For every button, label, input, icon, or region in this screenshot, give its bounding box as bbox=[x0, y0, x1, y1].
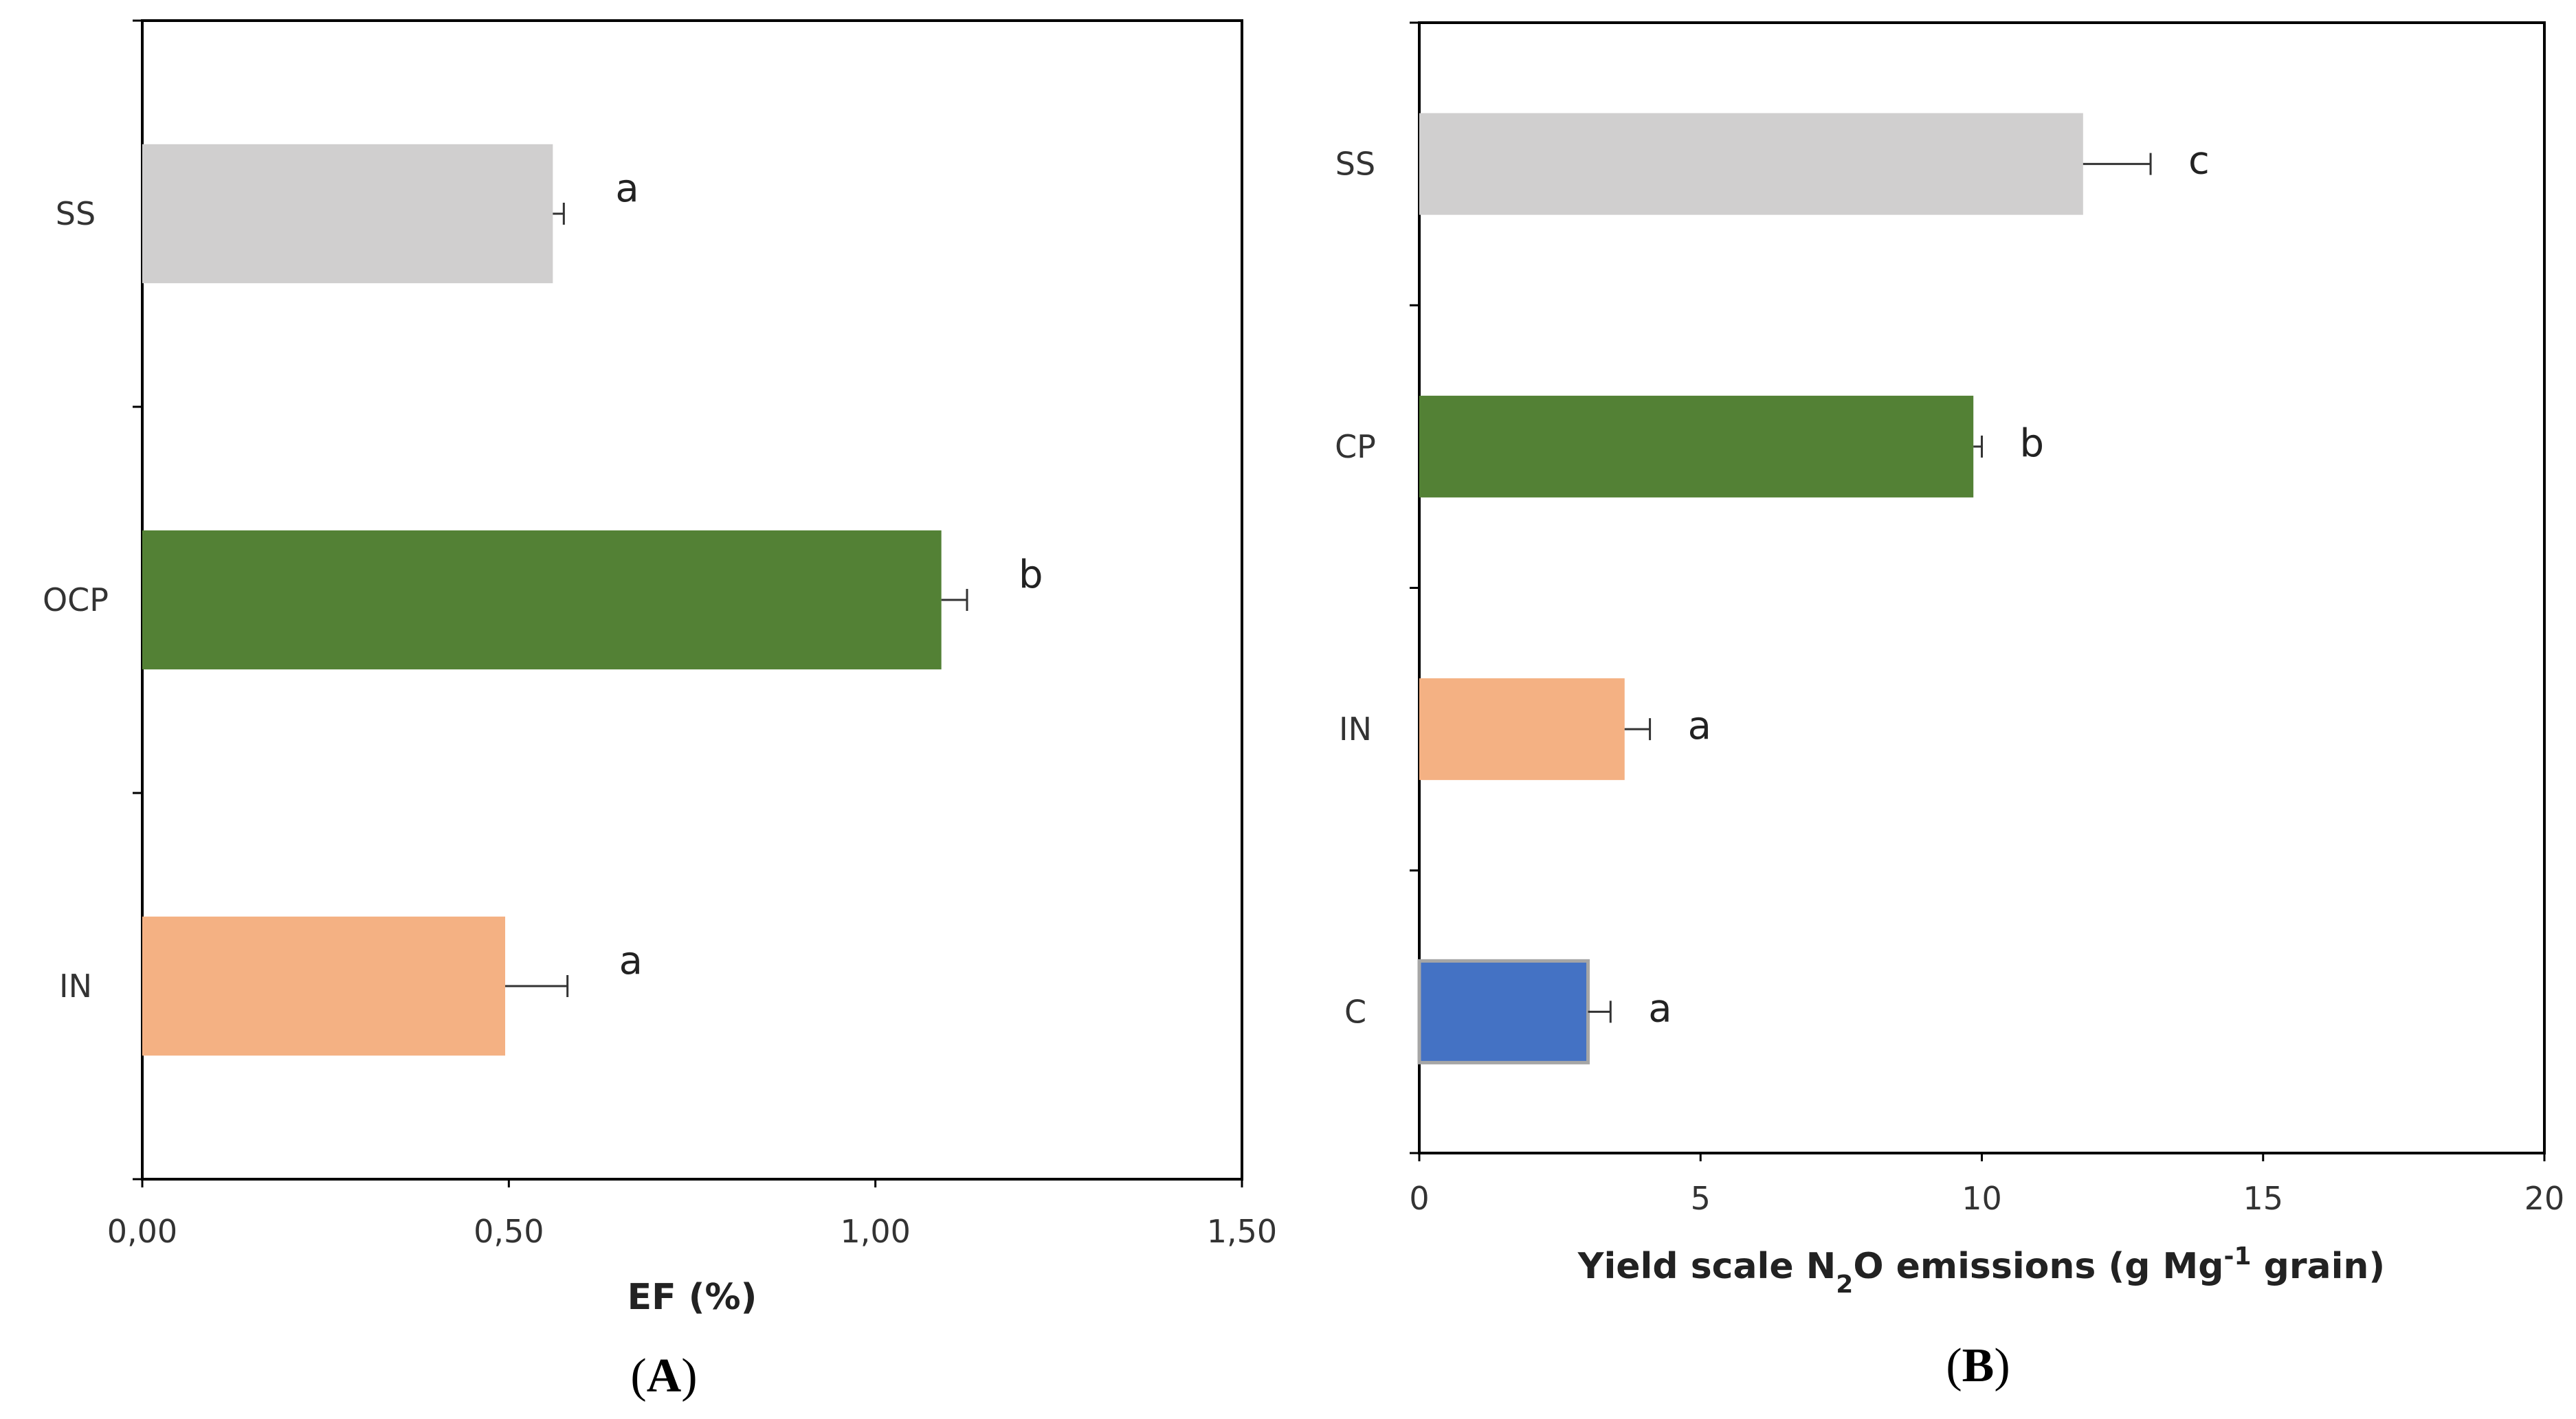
significance-letter-cp: b bbox=[2020, 421, 2045, 466]
x-tick-label: 1,00 bbox=[840, 1213, 910, 1250]
x-tick-label: 5 bbox=[1691, 1180, 1711, 1217]
bar-c bbox=[1417, 959, 1590, 1064]
x-tick-label: 1,50 bbox=[1207, 1213, 1277, 1250]
significance-letter-in: a bbox=[619, 939, 643, 983]
bar-in bbox=[1419, 678, 1625, 781]
panel-b-x-axis: 0 5 10 15 20 bbox=[1409, 1153, 2564, 1217]
category-label-ocp: OCP bbox=[43, 581, 109, 618]
bar-ss bbox=[1419, 113, 2083, 215]
bar-ocp bbox=[142, 530, 942, 670]
xlabel-part-mid: O emissions (g Mg bbox=[1853, 1246, 2223, 1287]
category-label-c: C bbox=[1344, 993, 1366, 1030]
xlabel-part-post: grain) bbox=[2252, 1246, 2386, 1287]
panel-a-x-axis: 0,00 0,50 1,00 1,50 bbox=[107, 1179, 1277, 1250]
category-label-cp: CP bbox=[1335, 428, 1376, 465]
x-tick-label: 20 bbox=[2524, 1180, 2565, 1217]
panel-b-bars: SS c CP b IN a C a bbox=[1335, 113, 2210, 1064]
category-label-ss: SS bbox=[1335, 146, 1375, 183]
panel-a-tag: (A) bbox=[630, 1350, 697, 1403]
category-label-in: IN bbox=[59, 968, 92, 1005]
panel-a-bars: SS a OCP b IN a bbox=[43, 144, 1043, 1056]
x-tick-label: 10 bbox=[1962, 1180, 2002, 1217]
bar-in bbox=[142, 916, 505, 1056]
x-tick-label: 0,00 bbox=[107, 1213, 177, 1250]
panel-a-category-ticks bbox=[133, 19, 142, 1181]
significance-letter-ss: c bbox=[2188, 139, 2210, 183]
significance-letter-ss: a bbox=[615, 166, 639, 211]
bar-cp bbox=[1419, 395, 1974, 498]
xlabel-part-sup: -1 bbox=[2224, 1242, 2252, 1271]
panel-b-tag: (B) bbox=[1946, 1339, 2010, 1392]
category-label-in: IN bbox=[1339, 711, 1372, 748]
x-tick-label: 0 bbox=[1409, 1180, 1429, 1217]
significance-letter-c: a bbox=[1648, 986, 1672, 1031]
panel-a-tag-letter: A bbox=[647, 1350, 682, 1403]
panel-a-chart: SS a OCP b IN a 0,00 0,50 1,00 1,50 EF (%) (A) bbox=[43, 19, 1277, 1403]
category-label-ss: SS bbox=[56, 195, 96, 232]
significance-letter-ocp: b bbox=[1019, 552, 1043, 597]
panel-b-x-axis-title: Yield scale N2O emissions (g Mg-1 grain) bbox=[1577, 1242, 2385, 1299]
bar-ss bbox=[142, 144, 553, 284]
panel-b-tag-letter: B bbox=[1962, 1339, 1995, 1392]
x-tick-label: 15 bbox=[2243, 1180, 2283, 1217]
panel-b-chart: SS c CP b IN a C a 0 5 10 15 20 Yield scale N2O emi… bbox=[1335, 21, 2564, 1392]
panel-b-category-ticks bbox=[1410, 21, 1419, 1154]
x-tick-label: 0,50 bbox=[474, 1213, 544, 1250]
significance-letter-in: a bbox=[1688, 704, 1711, 748]
xlabel-part-pre: Yield scale N bbox=[1577, 1246, 1836, 1287]
xlabel-part-sub: 2 bbox=[1836, 1271, 1853, 1299]
panel-a-x-axis-title: EF (%) bbox=[628, 1277, 757, 1318]
